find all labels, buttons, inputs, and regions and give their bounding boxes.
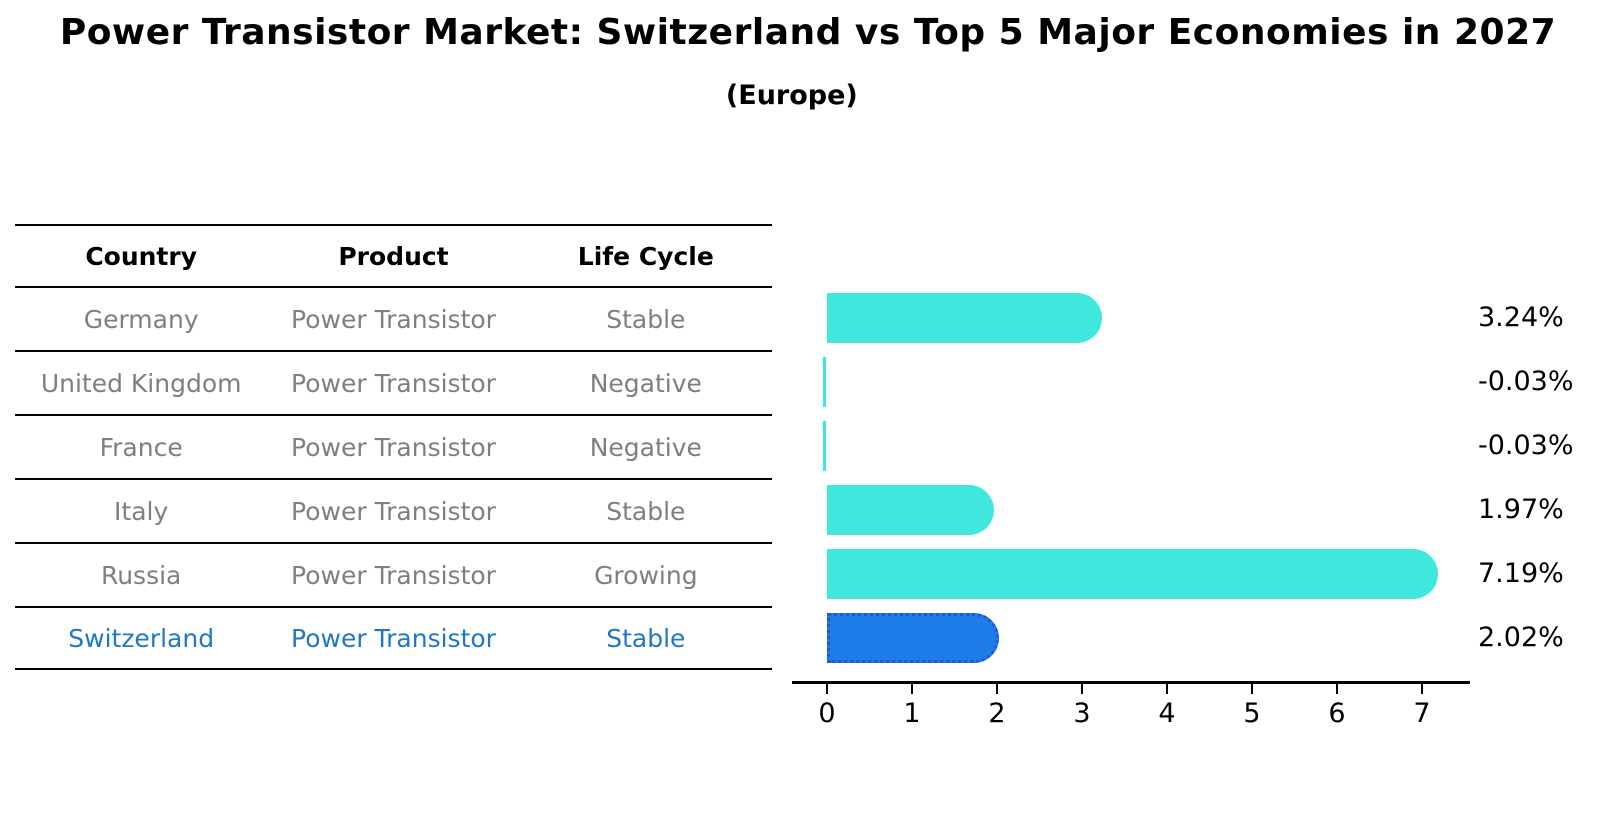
x-tick-mark-5 <box>1251 681 1253 694</box>
cell-country-france: France <box>99 432 183 462</box>
cell-country-italy: Italy <box>114 496 169 526</box>
bar-united-kingdom <box>823 357 827 407</box>
cell-product-russia: Power Transistor <box>291 560 496 590</box>
cell-life-cycle-france: Negative <box>589 432 702 462</box>
table-row-russia: Russia Power Transistor Growing <box>15 542 772 606</box>
x-tick-mark-7 <box>1421 681 1423 694</box>
cell-life-cycle-switzerland: Stable <box>606 623 686 653</box>
cell-country-russia: Russia <box>100 560 182 590</box>
cell-country-united-kingdom: United Kingdom <box>40 368 242 398</box>
cell-life-cycle-germany: Stable <box>606 304 686 334</box>
cell-product-france: Power Transistor <box>291 432 496 462</box>
page-subtitle: (Europe) <box>725 80 858 111</box>
bar-switzerland <box>827 613 999 663</box>
table-row-switzerland: Switzerland Power Transistor Stable <box>15 606 772 670</box>
value-label-russia: 7.19% <box>1478 558 1564 589</box>
x-tick-label-3: 3 <box>1073 698 1091 729</box>
bar-france <box>823 421 827 471</box>
table-row-france: France Power Transistor Negative <box>15 414 772 478</box>
column-header-product: Product <box>338 241 449 271</box>
cell-product-italy: Power Transistor <box>291 496 496 526</box>
value-label-germany: 3.24% <box>1478 302 1564 333</box>
cell-life-cycle-united-kingdom: Negative <box>589 368 702 398</box>
x-tick-label-1: 1 <box>903 698 921 729</box>
x-tick-mark-6 <box>1336 681 1338 694</box>
x-tick-label-0: 0 <box>818 698 836 729</box>
cell-product-united-kingdom: Power Transistor <box>291 368 496 398</box>
x-tick-mark-3 <box>1081 681 1083 694</box>
bar-russia <box>827 549 1439 599</box>
x-tick-mark-1 <box>911 681 913 694</box>
value-label-switzerland: 2.02% <box>1478 622 1564 653</box>
bar-chart: 3.24% -0.03% -0.03% 1.97% 7.19% 2.02% 0 1 2 3 4 5 6 7 <box>780 286 1616 816</box>
x-tick-mark-2 <box>996 681 998 694</box>
value-label-france: -0.03% <box>1478 430 1574 461</box>
table-row-germany: Germany Power Transistor Stable <box>15 286 772 350</box>
x-tick-label-2: 2 <box>988 698 1006 729</box>
cell-product-switzerland: Power Transistor <box>291 623 496 653</box>
x-tick-label-7: 7 <box>1413 698 1431 729</box>
table-body: Germany Power Transistor Stable United King… <box>15 286 772 670</box>
x-tick-label-5: 5 <box>1243 698 1261 729</box>
x-tick-label-4: 4 <box>1158 698 1176 729</box>
x-axis-line <box>792 681 1470 684</box>
country-table: Country Product Life Cycle Germany Power … <box>15 224 772 670</box>
x-tick-label-6: 6 <box>1328 698 1346 729</box>
value-label-united-kingdom: -0.03% <box>1478 366 1574 397</box>
column-header-country: Country <box>85 241 198 271</box>
cell-life-cycle-russia: Growing <box>594 560 698 590</box>
table-header-row: Country Product Life Cycle <box>15 224 772 286</box>
cell-product-germany: Power Transistor <box>291 304 496 334</box>
value-label-italy: 1.97% <box>1478 494 1564 525</box>
x-tick-mark-4 <box>1166 681 1168 694</box>
column-header-lifecycle: Life Cycle <box>577 241 714 271</box>
table-row-italy: Italy Power Transistor Stable <box>15 478 772 542</box>
cell-country-germany: Germany <box>83 304 199 334</box>
cell-life-cycle-italy: Stable <box>606 496 686 526</box>
x-tick-mark-0 <box>826 681 828 694</box>
bar-germany <box>827 293 1103 343</box>
bar-italy <box>827 485 995 535</box>
cell-country-switzerland: Switzerland <box>68 623 215 653</box>
table-row-united-kingdom: United Kingdom Power Transistor Negative <box>15 350 772 414</box>
page-title: Power Transistor Market: Switzerland vs … <box>59 12 1557 53</box>
